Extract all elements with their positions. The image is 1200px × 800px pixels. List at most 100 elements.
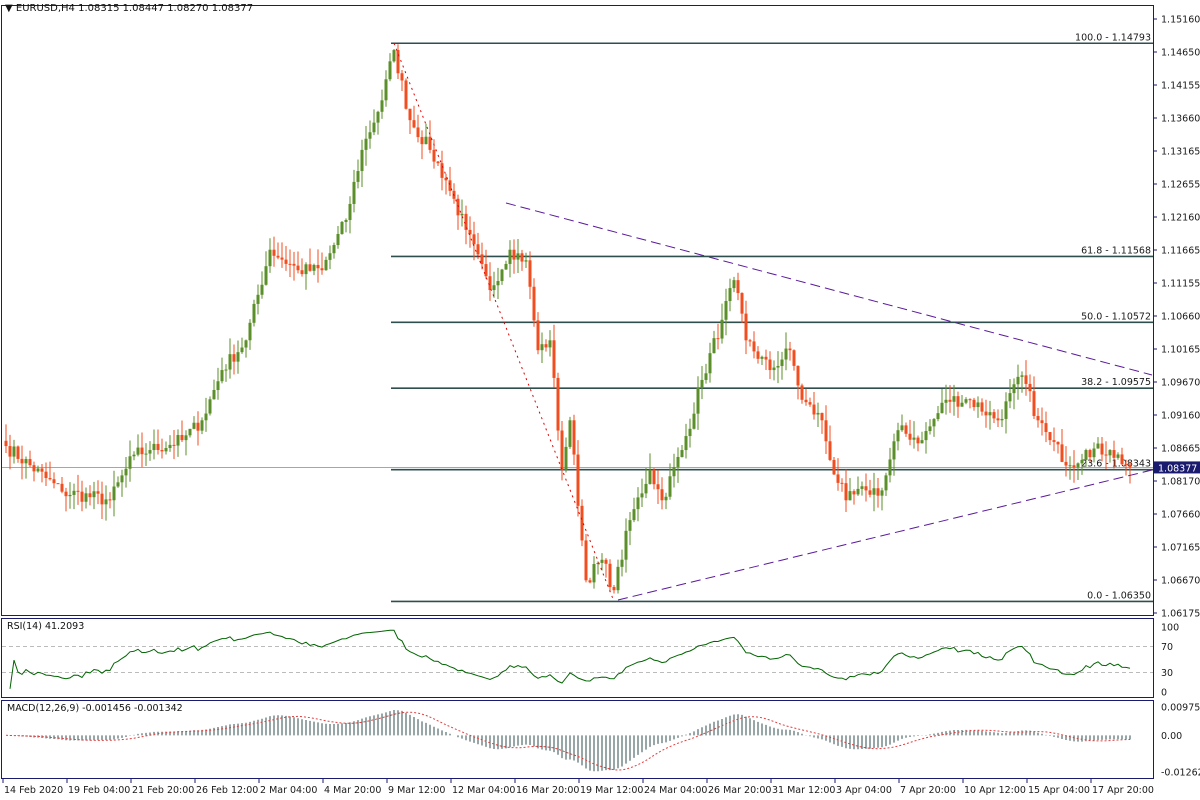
- price-axis-label: 1.08170: [1161, 477, 1200, 488]
- bull-candle: [848, 478, 852, 501]
- price-axis-label: 1.09160: [1161, 411, 1200, 422]
- bull-candle: [208, 396, 212, 416]
- bear-candle: [820, 412, 824, 434]
- bull-candle: [784, 332, 788, 371]
- candle-body: [316, 264, 320, 269]
- bull-candle: [600, 553, 604, 571]
- bear-candle: [196, 411, 200, 446]
- bear-candle: [1052, 427, 1056, 452]
- bear-candle: [1128, 461, 1132, 484]
- bull-candle: [664, 492, 668, 510]
- bull-candle: [256, 284, 260, 315]
- candle-body: [1020, 375, 1024, 377]
- candle-body: [608, 563, 612, 588]
- macd-panel-frame: [1, 700, 1154, 779]
- bear-candle: [52, 472, 56, 489]
- candle-body: [784, 348, 788, 360]
- candle-body: [624, 530, 628, 560]
- bear-candle: [180, 420, 184, 443]
- bear-candle: [996, 409, 1000, 427]
- candle-body: [880, 490, 884, 496]
- candle-body: [748, 340, 752, 342]
- candle-body: [548, 340, 552, 348]
- candle-body: [408, 108, 412, 121]
- bear-candle: [1036, 408, 1040, 428]
- candle-body: [1100, 443, 1104, 455]
- bear-candle: [752, 331, 756, 359]
- bull-candle: [880, 487, 884, 511]
- bear-candle: [716, 323, 720, 350]
- bull-candle: [668, 463, 672, 500]
- bull-candle: [324, 256, 328, 271]
- candle-body: [832, 459, 836, 475]
- candle-body: [340, 221, 344, 234]
- candle-body: [268, 249, 272, 267]
- candle-body: [212, 390, 216, 400]
- bear-candle: [1056, 441, 1060, 454]
- bear-candle: [476, 232, 480, 260]
- bull-candle: [388, 53, 392, 82]
- bull-candle: [524, 252, 528, 268]
- bear-candle: [1100, 436, 1104, 462]
- bull-candle: [988, 400, 992, 430]
- bull-candle: [680, 444, 684, 458]
- time-axis-label: 2 Mar 04:00: [260, 785, 317, 796]
- candle-body: [1124, 464, 1128, 466]
- candle-body: [224, 369, 228, 371]
- candle-body: [180, 435, 184, 441]
- candle-body: [376, 111, 380, 123]
- bear-candle: [840, 478, 844, 492]
- candle-body: [672, 467, 676, 477]
- bull-candle: [1092, 442, 1096, 463]
- candle-body: [864, 486, 868, 491]
- bull-candle: [152, 429, 156, 460]
- bear-candle: [468, 216, 472, 248]
- macd-histogram: [9, 709, 1131, 772]
- candle-body: [428, 136, 432, 150]
- candle-body: [836, 474, 840, 483]
- candle-body: [288, 263, 292, 265]
- bull-candle: [960, 395, 964, 407]
- bull-candle: [872, 472, 876, 512]
- bull-candle: [332, 242, 336, 259]
- candle-body: [28, 459, 32, 466]
- candle-body: [1012, 384, 1016, 394]
- candle-body: [468, 229, 472, 235]
- bull-candle: [720, 303, 724, 344]
- bear-candle: [316, 249, 320, 283]
- bear-candle: [544, 339, 548, 352]
- bull-candle: [360, 139, 364, 187]
- candle-body: [752, 341, 756, 352]
- candle-body: [508, 249, 512, 264]
- bear-candle: [300, 258, 304, 277]
- candle-body: [476, 244, 480, 255]
- candle-body: [640, 493, 644, 498]
- candle-body: [1060, 444, 1064, 462]
- candle-body: [296, 265, 300, 271]
- bear-candle: [1124, 459, 1128, 476]
- candle-body: [884, 475, 888, 491]
- candle-body: [744, 313, 748, 341]
- candle-body: [80, 491, 84, 502]
- candle-body: [196, 422, 200, 431]
- zigzag-line: [393, 43, 615, 602]
- bear-candle: [60, 476, 64, 494]
- candle-body: [924, 431, 928, 441]
- dropdown-triangle-icon[interactable]: ▼: [5, 3, 13, 14]
- candle-body: [1104, 454, 1108, 456]
- bear-candle: [280, 242, 284, 268]
- bull-candle: [252, 299, 256, 327]
- candle-body: [320, 268, 324, 271]
- bull-candle: [1108, 449, 1112, 463]
- bull-candle: [384, 70, 388, 107]
- candle-body: [112, 486, 116, 501]
- bear-candle: [20, 445, 24, 480]
- bull-candle: [176, 429, 180, 457]
- bull-candle: [516, 239, 520, 274]
- candle-body: [992, 412, 996, 419]
- candle-body: [612, 587, 616, 591]
- candle-body: [128, 456, 132, 469]
- bull-candle: [112, 470, 116, 517]
